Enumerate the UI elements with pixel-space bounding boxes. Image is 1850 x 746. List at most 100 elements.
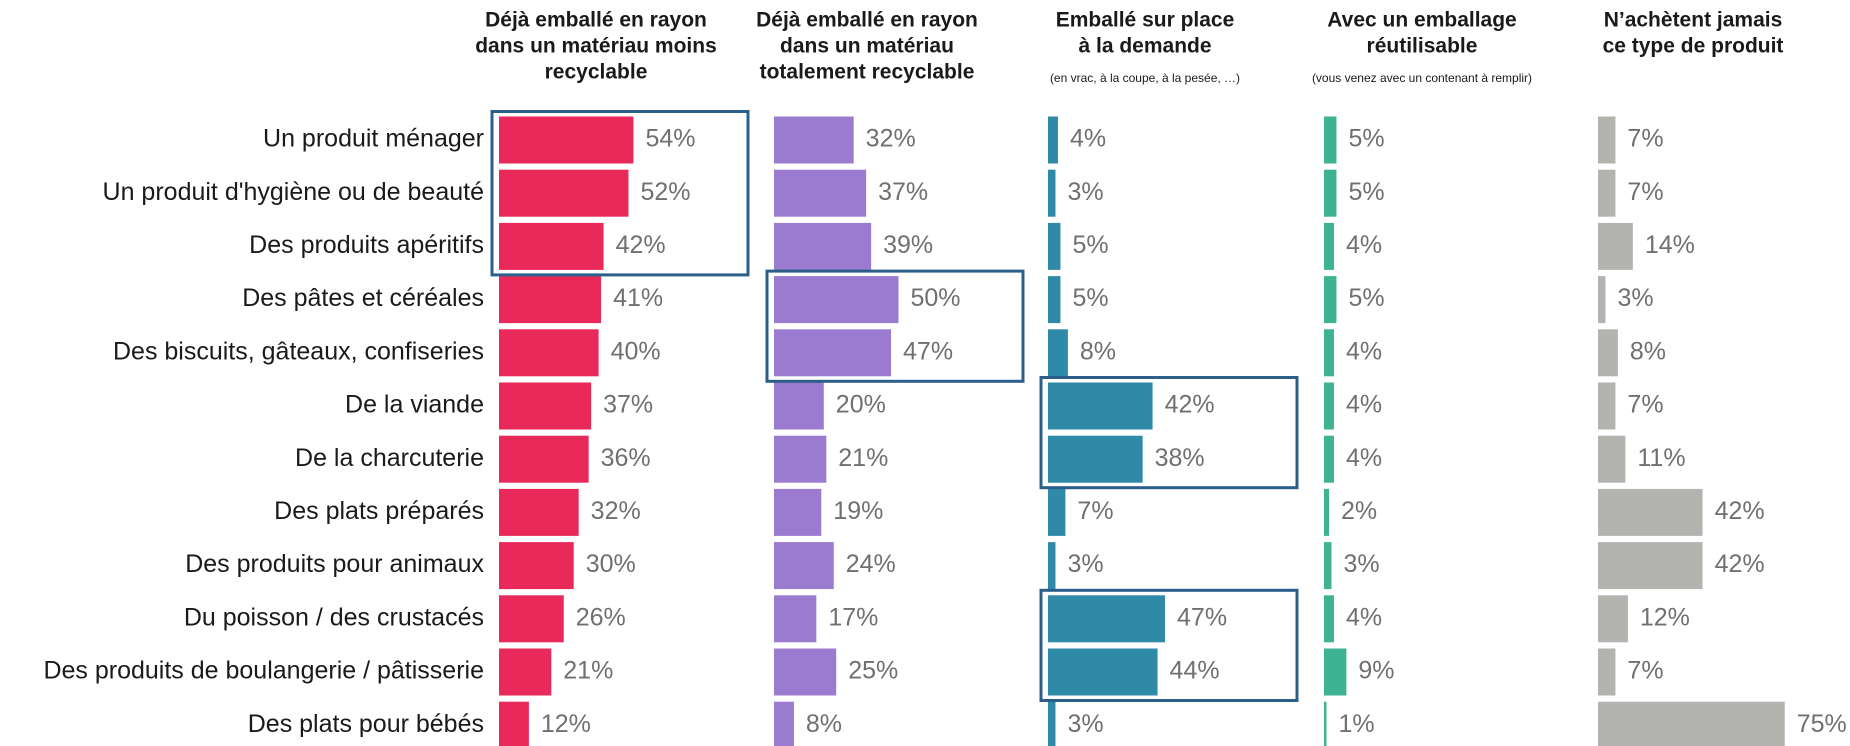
bar xyxy=(499,116,634,164)
value-label: 42% xyxy=(616,231,666,259)
value-label: 4% xyxy=(1346,231,1382,259)
value-label: 47% xyxy=(1177,603,1227,631)
value-label: 32% xyxy=(591,497,641,525)
value-label: 30% xyxy=(586,550,636,578)
value-label: 21% xyxy=(563,657,613,685)
bar xyxy=(1324,488,1329,536)
value-label: 3% xyxy=(1617,284,1653,312)
bar xyxy=(774,329,892,377)
value-label: 1% xyxy=(1338,710,1374,738)
value-label: 37% xyxy=(603,391,653,419)
value-label: 8% xyxy=(806,710,842,738)
column-header: à la demande xyxy=(1078,35,1211,58)
value-label: 40% xyxy=(611,337,661,365)
bar xyxy=(1324,648,1347,696)
value-label: 8% xyxy=(1080,337,1116,365)
bar xyxy=(1598,648,1616,696)
value-label: 42% xyxy=(1165,391,1215,419)
bar xyxy=(774,701,794,746)
bar xyxy=(774,276,899,324)
value-label: 3% xyxy=(1067,550,1103,578)
value-label: 7% xyxy=(1077,497,1113,525)
bar xyxy=(1598,701,1785,746)
bar xyxy=(774,595,817,643)
value-label: 32% xyxy=(866,125,916,153)
column-header: ce type de produit xyxy=(1603,35,1784,58)
bar xyxy=(1048,595,1166,643)
category-label: Du poisson / des crustacés xyxy=(184,603,484,631)
bar xyxy=(1324,169,1337,217)
category-label: De la viande xyxy=(345,391,484,419)
highlight-box xyxy=(1039,588,1299,702)
value-label: 3% xyxy=(1067,710,1103,738)
category-label: Des produits de boulangerie / pâtisserie xyxy=(43,657,484,685)
bar xyxy=(774,382,824,430)
bar xyxy=(1324,329,1334,377)
bar xyxy=(499,648,552,696)
bar xyxy=(1598,595,1628,643)
bar xyxy=(1324,382,1334,430)
bar xyxy=(499,435,589,483)
highlight-box xyxy=(765,269,1025,383)
category-label: Des plats pour bébés xyxy=(248,710,484,738)
bar xyxy=(499,169,629,217)
value-label: 4% xyxy=(1346,337,1382,365)
bar xyxy=(1048,329,1068,377)
column-header: réutilisable xyxy=(1367,35,1478,58)
highlight-box xyxy=(1039,376,1299,490)
bar xyxy=(774,435,827,483)
bar xyxy=(1598,222,1633,270)
value-label: 11% xyxy=(1637,444,1685,472)
column-header: totalement recyclable xyxy=(760,61,975,84)
value-label: 8% xyxy=(1630,337,1666,365)
bar xyxy=(499,329,599,377)
bar xyxy=(499,488,579,536)
value-label: 5% xyxy=(1072,284,1108,312)
column-note: (vous venez avec un contenant à remplir) xyxy=(1312,71,1532,85)
bar xyxy=(1048,222,1061,270)
category-label: Un produit d'hygiène ou de beauté xyxy=(103,178,484,206)
category-label: De la charcuterie xyxy=(295,444,484,472)
bar xyxy=(499,542,574,590)
value-label: 4% xyxy=(1070,125,1106,153)
value-label: 41% xyxy=(613,284,663,312)
category-label: Des biscuits, gâteaux, confiseries xyxy=(113,337,484,365)
column-note: (en vrac, à la coupe, à la pesée, …) xyxy=(1050,71,1240,85)
value-label: 5% xyxy=(1348,178,1384,206)
bar xyxy=(1324,542,1332,590)
value-label: 17% xyxy=(828,603,878,631)
category-label: Des produits pour animaux xyxy=(185,550,484,578)
value-label: 5% xyxy=(1348,125,1384,153)
bar xyxy=(1598,169,1616,217)
bar xyxy=(774,169,867,217)
value-label: 50% xyxy=(911,284,961,312)
column-header: Déjà emballé en rayon xyxy=(756,9,978,32)
bar xyxy=(774,542,834,590)
value-label: 4% xyxy=(1346,444,1382,472)
column-header: Emballé sur place xyxy=(1056,9,1235,32)
value-label: 3% xyxy=(1343,550,1379,578)
bar xyxy=(499,382,592,430)
bar xyxy=(1598,276,1606,324)
bar xyxy=(1048,542,1056,590)
value-label: 36% xyxy=(601,444,651,472)
bar xyxy=(1048,435,1143,483)
bar xyxy=(774,116,854,164)
value-label: 2% xyxy=(1341,497,1377,525)
value-label: 39% xyxy=(883,231,933,259)
bar xyxy=(1048,382,1153,430)
bar xyxy=(1048,701,1056,746)
bar xyxy=(1324,222,1334,270)
value-label: 4% xyxy=(1346,603,1382,631)
value-label: 7% xyxy=(1627,178,1663,206)
bar xyxy=(499,222,604,270)
bar xyxy=(1324,595,1334,643)
bar xyxy=(499,276,602,324)
highlight-box xyxy=(490,110,750,277)
value-label: 7% xyxy=(1627,391,1663,419)
category-label: Des plats préparés xyxy=(274,497,484,525)
value-label: 3% xyxy=(1067,178,1103,206)
bar xyxy=(1324,276,1337,324)
